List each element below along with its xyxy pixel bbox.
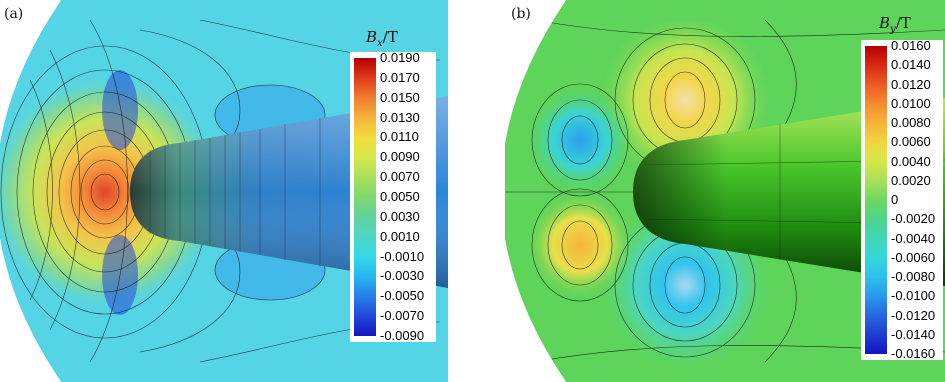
colorbar-tick-label: -0.0030	[380, 268, 425, 284]
colorbar-tick-label: 0.0150	[380, 89, 420, 105]
colorbar-tick-label: 0.0170	[380, 69, 420, 85]
colorbar-tick-label: 0.0130	[380, 109, 420, 125]
colorbar-gradient	[354, 58, 376, 336]
colorbar-tick-label: -0.0040	[891, 230, 936, 246]
colorbar-b: 0.0160 0.0140 0.0120 0.0100 0.0080 0.0060 0.00…	[861, 38, 943, 361]
colorbar-tick-label: 0	[891, 192, 899, 207]
panel-a-bx-field: (a) Bx/T 0.0190 0.0170 0.0150 0.0130 0.0110 0…	[0, 0, 448, 382]
colorbar-a: 0.0190 0.0170 0.0150 0.0130 0.0110 0.0090 0.00…	[350, 50, 436, 343]
colorbar-tick-label: 0.0020	[891, 172, 931, 188]
colorbar-tick-label: 0.0070	[380, 169, 420, 185]
colorbar-tick-label: -0.0010	[380, 248, 425, 264]
colorbar-tick-label: -0.0140	[891, 326, 936, 342]
colorbar-tick-label: -0.0070	[380, 308, 425, 324]
colorbar-tick-label: 0.0100	[891, 95, 931, 111]
colorbar-tick-label: -0.0060	[891, 249, 936, 265]
colorbar-tick-label: 0.0160	[891, 38, 931, 53]
colorbar-tick-label: 0.0190	[380, 50, 420, 65]
colorbar-tick-label: 0.0060	[891, 134, 931, 150]
colorbar-tick-label: -0.0050	[380, 288, 425, 304]
colorbar-title-b: By/T	[879, 14, 911, 35]
colorbar-tick-label: 0.0010	[380, 228, 420, 244]
colorbar-tick-label: -0.0160	[891, 346, 936, 361]
colorbar-tick-label: 0.0090	[380, 149, 420, 165]
colorbar-tick-label: 0.0040	[891, 153, 931, 169]
colorbar-tick-label: 0.0110	[380, 129, 419, 145]
colorbar-gradient	[865, 46, 887, 354]
colorbar-title-symbol: B	[366, 28, 378, 46]
colorbar-title-unit: /T	[382, 28, 398, 46]
colorbar-tick-label: 0.0120	[891, 76, 931, 92]
colorbar-title-a: Bx/T	[366, 28, 398, 49]
panel-label-a: (a)	[4, 6, 24, 22]
panel-b-by-field: (b) By/T 0.0160 0.0140 0.0120 0.0100 0.0080 0…	[505, 0, 945, 382]
colorbar-tick-label: 0.0140	[891, 57, 931, 73]
colorbar-tick-label: 0.0080	[891, 115, 931, 130]
colorbar-tick-label: 0.0050	[380, 189, 420, 204]
colorbar-title-subscript: x	[377, 38, 383, 49]
colorbar-tick-label: -0.0090	[380, 328, 425, 343]
colorbar-tick-label: -0.0020	[891, 211, 936, 227]
colorbar-tick-label: -0.0100	[891, 288, 936, 304]
panel-label-b: (b)	[511, 6, 531, 22]
colorbar-title-subscript: y	[890, 24, 896, 35]
colorbar-title-symbol: B	[879, 14, 891, 32]
colorbar-tick-label: 0.0030	[380, 208, 420, 224]
colorbar-tick-label: -0.0080	[891, 269, 936, 284]
colorbar-tick-label: -0.0120	[891, 307, 936, 323]
colorbar-title-unit: /T	[895, 14, 911, 32]
